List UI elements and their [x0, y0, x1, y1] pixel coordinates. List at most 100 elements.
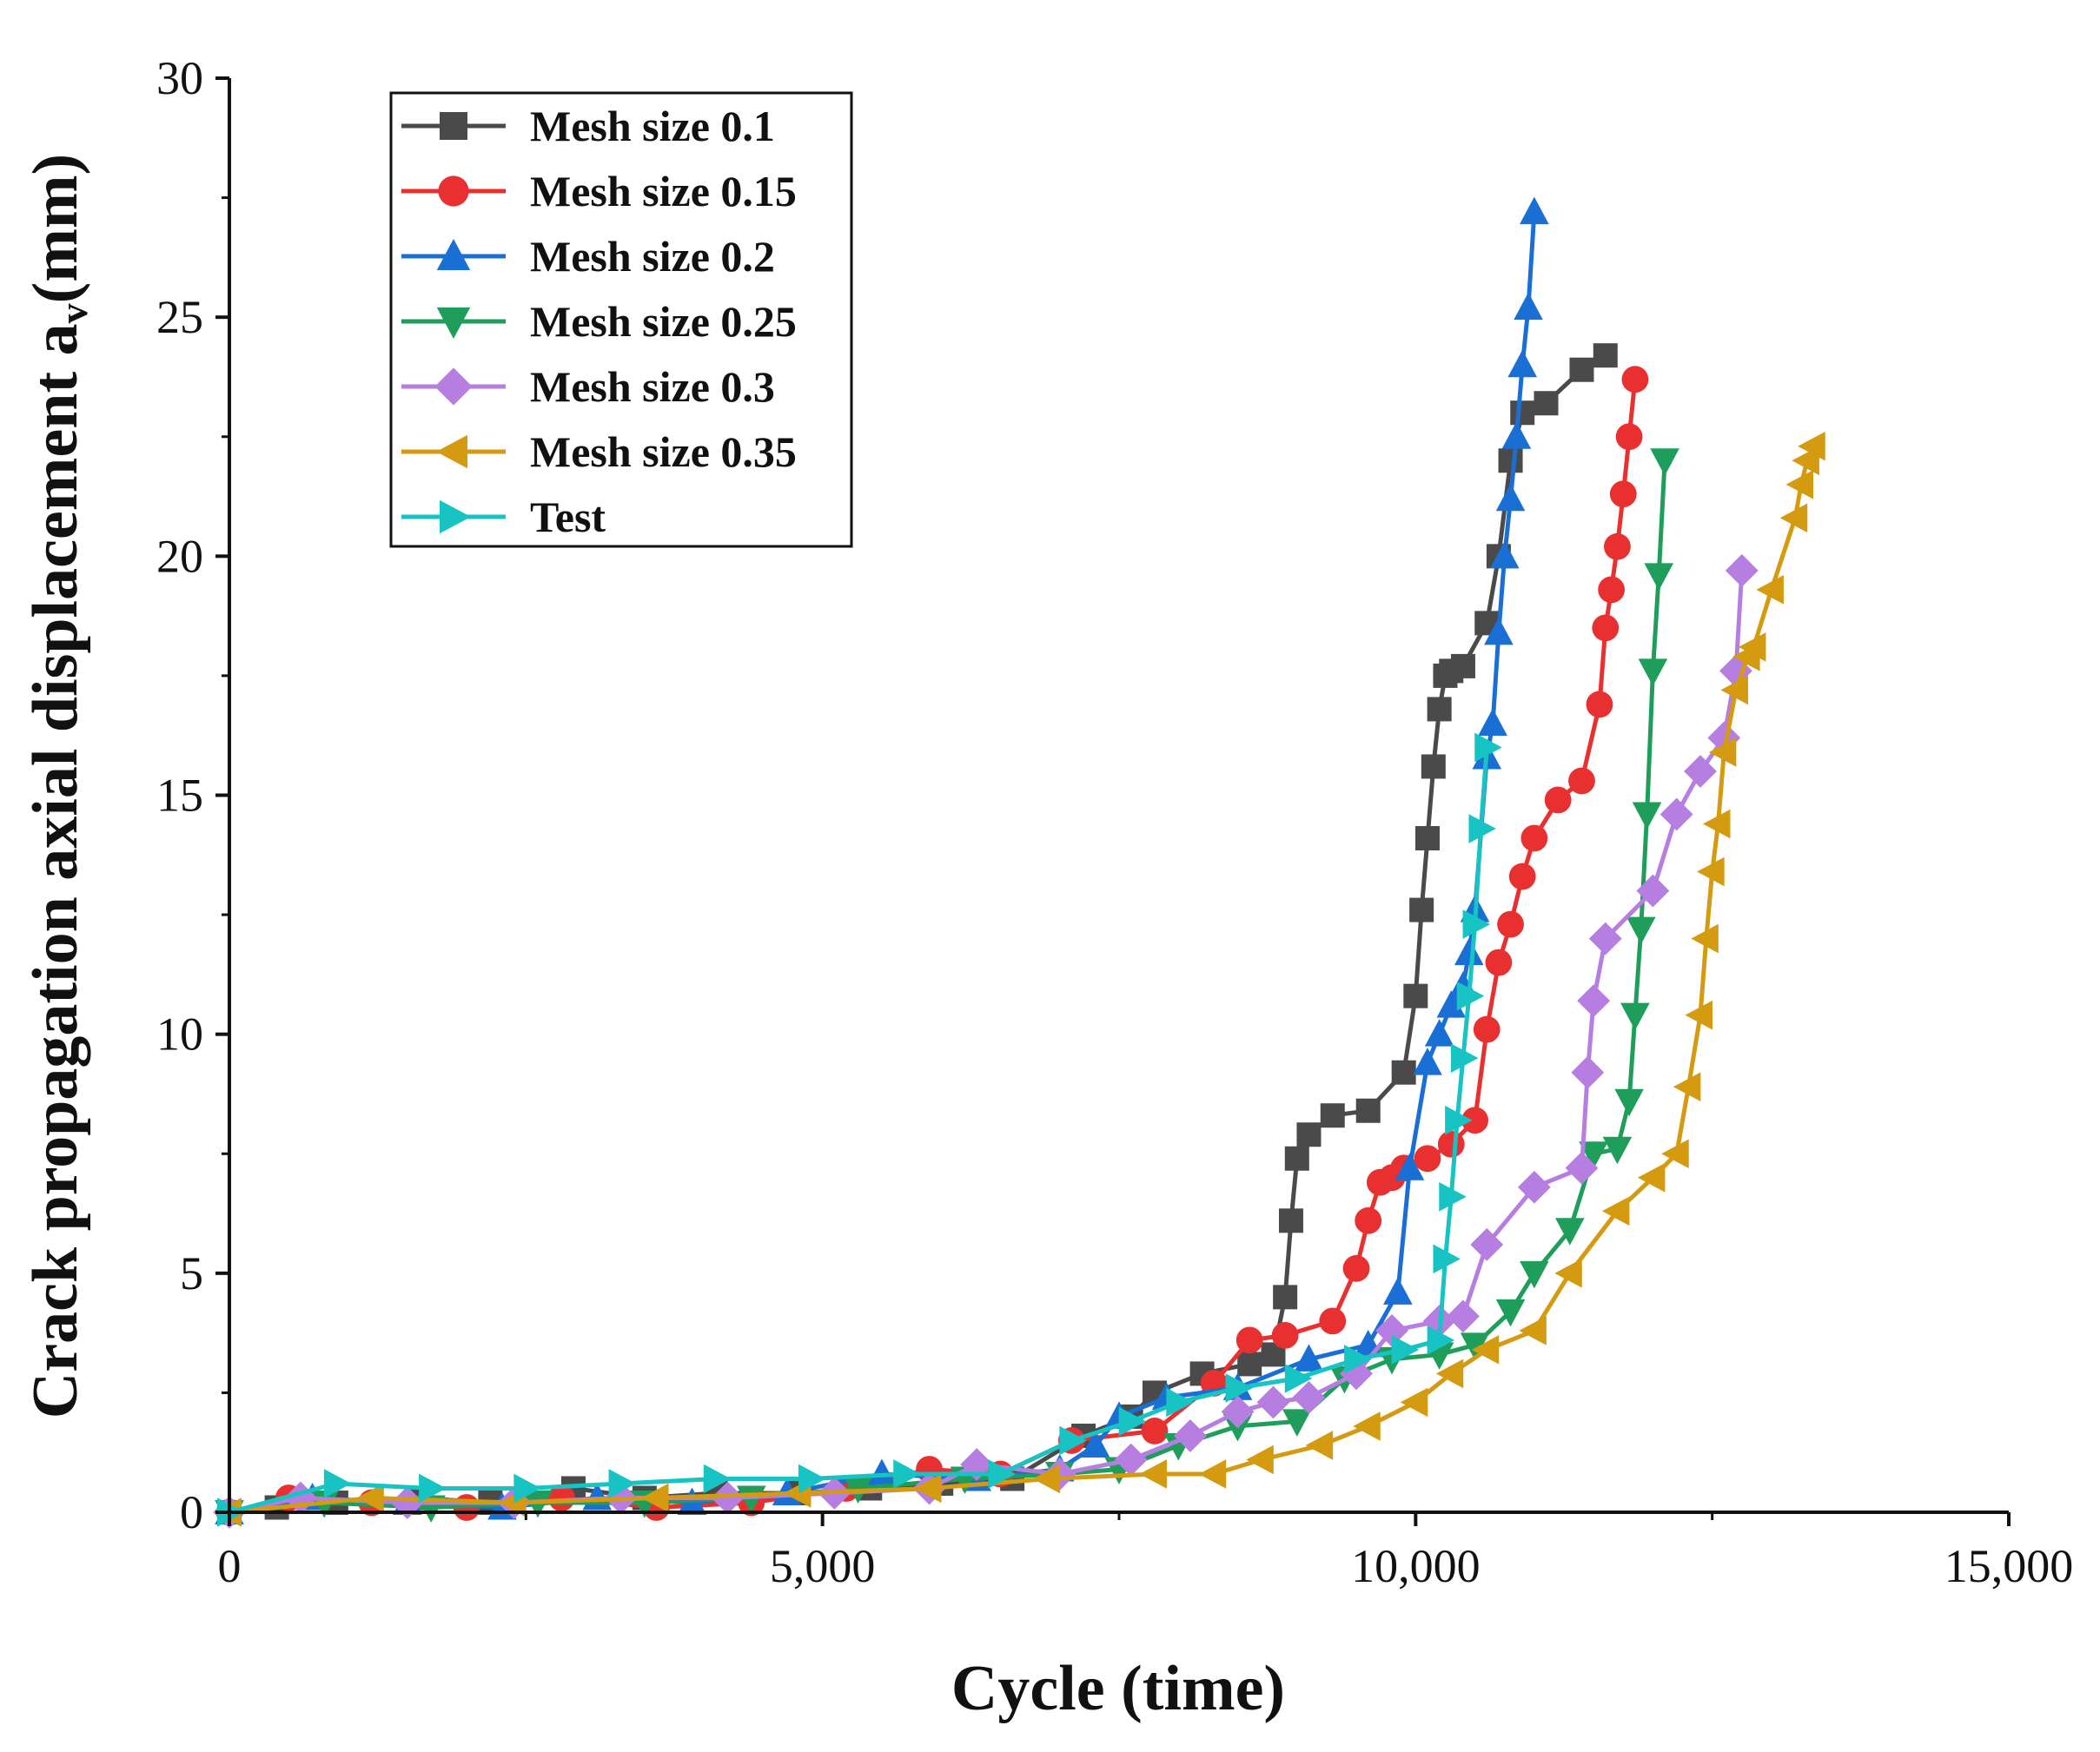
data-point — [1485, 949, 1513, 976]
legend-item: Test — [401, 493, 606, 541]
data-point — [1032, 1464, 1061, 1494]
data-point — [1433, 1244, 1461, 1274]
data-point — [1650, 448, 1679, 476]
data-point — [1413, 1048, 1442, 1075]
series-line — [229, 570, 1745, 1515]
series-7 — [217, 732, 1502, 1527]
data-point — [1614, 1088, 1644, 1117]
data-point — [356, 1483, 384, 1513]
data-point — [1659, 797, 1693, 831]
data-point — [1454, 937, 1484, 966]
data-point — [1436, 990, 1467, 1018]
data-point — [323, 1469, 352, 1498]
legend-marker — [440, 112, 467, 140]
data-point — [1383, 1277, 1413, 1305]
y-tick-label: 25 — [156, 291, 203, 343]
data-point — [798, 1464, 826, 1494]
y-tick-label: 15 — [156, 770, 203, 822]
data-point — [1424, 1019, 1454, 1047]
data-point — [1498, 448, 1523, 473]
data-point — [893, 1459, 921, 1489]
y-axis-title-unit: (mm) — [20, 154, 91, 304]
legend-label: Mesh size 0.1 — [530, 102, 775, 150]
x-tick-label: 10,000 — [1351, 1540, 1481, 1592]
data-point — [1320, 1103, 1345, 1128]
data-point — [1779, 503, 1808, 533]
data-point — [1571, 1055, 1605, 1089]
data-point — [1114, 1443, 1148, 1477]
legend-item: Mesh size 0.1 — [401, 102, 775, 150]
data-point — [513, 1473, 541, 1504]
data-point — [1569, 357, 1594, 382]
y-tick-label: 30 — [156, 52, 203, 104]
data-point — [1592, 614, 1620, 642]
data-point — [1484, 617, 1514, 645]
data-point — [1394, 1153, 1425, 1180]
data-point — [1344, 1345, 1372, 1374]
legend-marker — [440, 499, 471, 534]
tick-labels: 0 5,000 10,000 15,000 0 5 10 15 20 25 30 — [156, 52, 2073, 1592]
series-layer — [213, 196, 1825, 1529]
legend-label: Mesh size 0.35 — [530, 427, 797, 476]
data-point — [1439, 1181, 1467, 1212]
data-point — [1644, 563, 1674, 591]
legend-label: Test — [530, 493, 606, 541]
series-6 — [214, 431, 1825, 1527]
y-axis-title: Crack propagation axial displacement av(… — [20, 154, 96, 1418]
data-point — [1615, 423, 1643, 451]
data-point — [1577, 984, 1611, 1018]
data-point — [1284, 1146, 1309, 1171]
data-point — [1520, 1260, 1549, 1289]
data-point — [1391, 1335, 1420, 1365]
data-point — [1414, 826, 1440, 851]
data-point — [1593, 343, 1618, 368]
data-point — [1756, 575, 1784, 605]
legend-item: Mesh size 0.25 — [401, 297, 797, 346]
data-point — [608, 1469, 637, 1498]
data-point — [1470, 1227, 1504, 1261]
series-line — [229, 445, 1816, 1515]
data-point — [1725, 553, 1759, 587]
data-point — [1353, 1412, 1381, 1441]
x-tick-label: 5,000 — [770, 1540, 876, 1592]
data-point — [1319, 1307, 1347, 1335]
data-point — [703, 1464, 732, 1494]
data-point — [1738, 632, 1766, 662]
data-point — [1278, 1208, 1303, 1233]
data-point — [1691, 923, 1719, 954]
data-point — [1473, 1015, 1500, 1043]
data-point — [1355, 1207, 1382, 1234]
data-point — [1141, 1418, 1169, 1445]
data-point — [1602, 1136, 1633, 1165]
data-point — [1520, 824, 1548, 852]
data-point — [1059, 1425, 1087, 1456]
data-point — [960, 1448, 994, 1481]
data-point — [1673, 1072, 1701, 1102]
data-point — [1798, 431, 1825, 461]
data-point — [1437, 1130, 1465, 1158]
data-point — [1273, 1285, 1298, 1310]
data-point — [1632, 802, 1662, 830]
data-point — [419, 1473, 447, 1504]
data-point — [1166, 1387, 1194, 1418]
legend-item: Mesh size 0.15 — [401, 167, 797, 215]
data-point — [1403, 983, 1428, 1008]
data-point — [1785, 469, 1814, 499]
data-point — [1517, 1170, 1551, 1204]
data-point — [1375, 1313, 1408, 1347]
data-point — [1391, 1060, 1416, 1085]
data-point — [1638, 658, 1668, 686]
data-point — [390, 1486, 424, 1519]
data-point — [1080, 1430, 1110, 1458]
data-point — [1235, 1326, 1263, 1354]
data-point — [914, 1473, 942, 1504]
y-tick-label: 20 — [156, 530, 203, 582]
data-point — [1495, 483, 1526, 512]
data-point — [1198, 1459, 1227, 1489]
data-point — [1702, 809, 1731, 839]
x-tick-label: 15,000 — [1944, 1540, 2074, 1592]
legend-marker — [438, 175, 469, 207]
data-point — [1579, 1141, 1608, 1169]
data-point — [1427, 697, 1452, 722]
